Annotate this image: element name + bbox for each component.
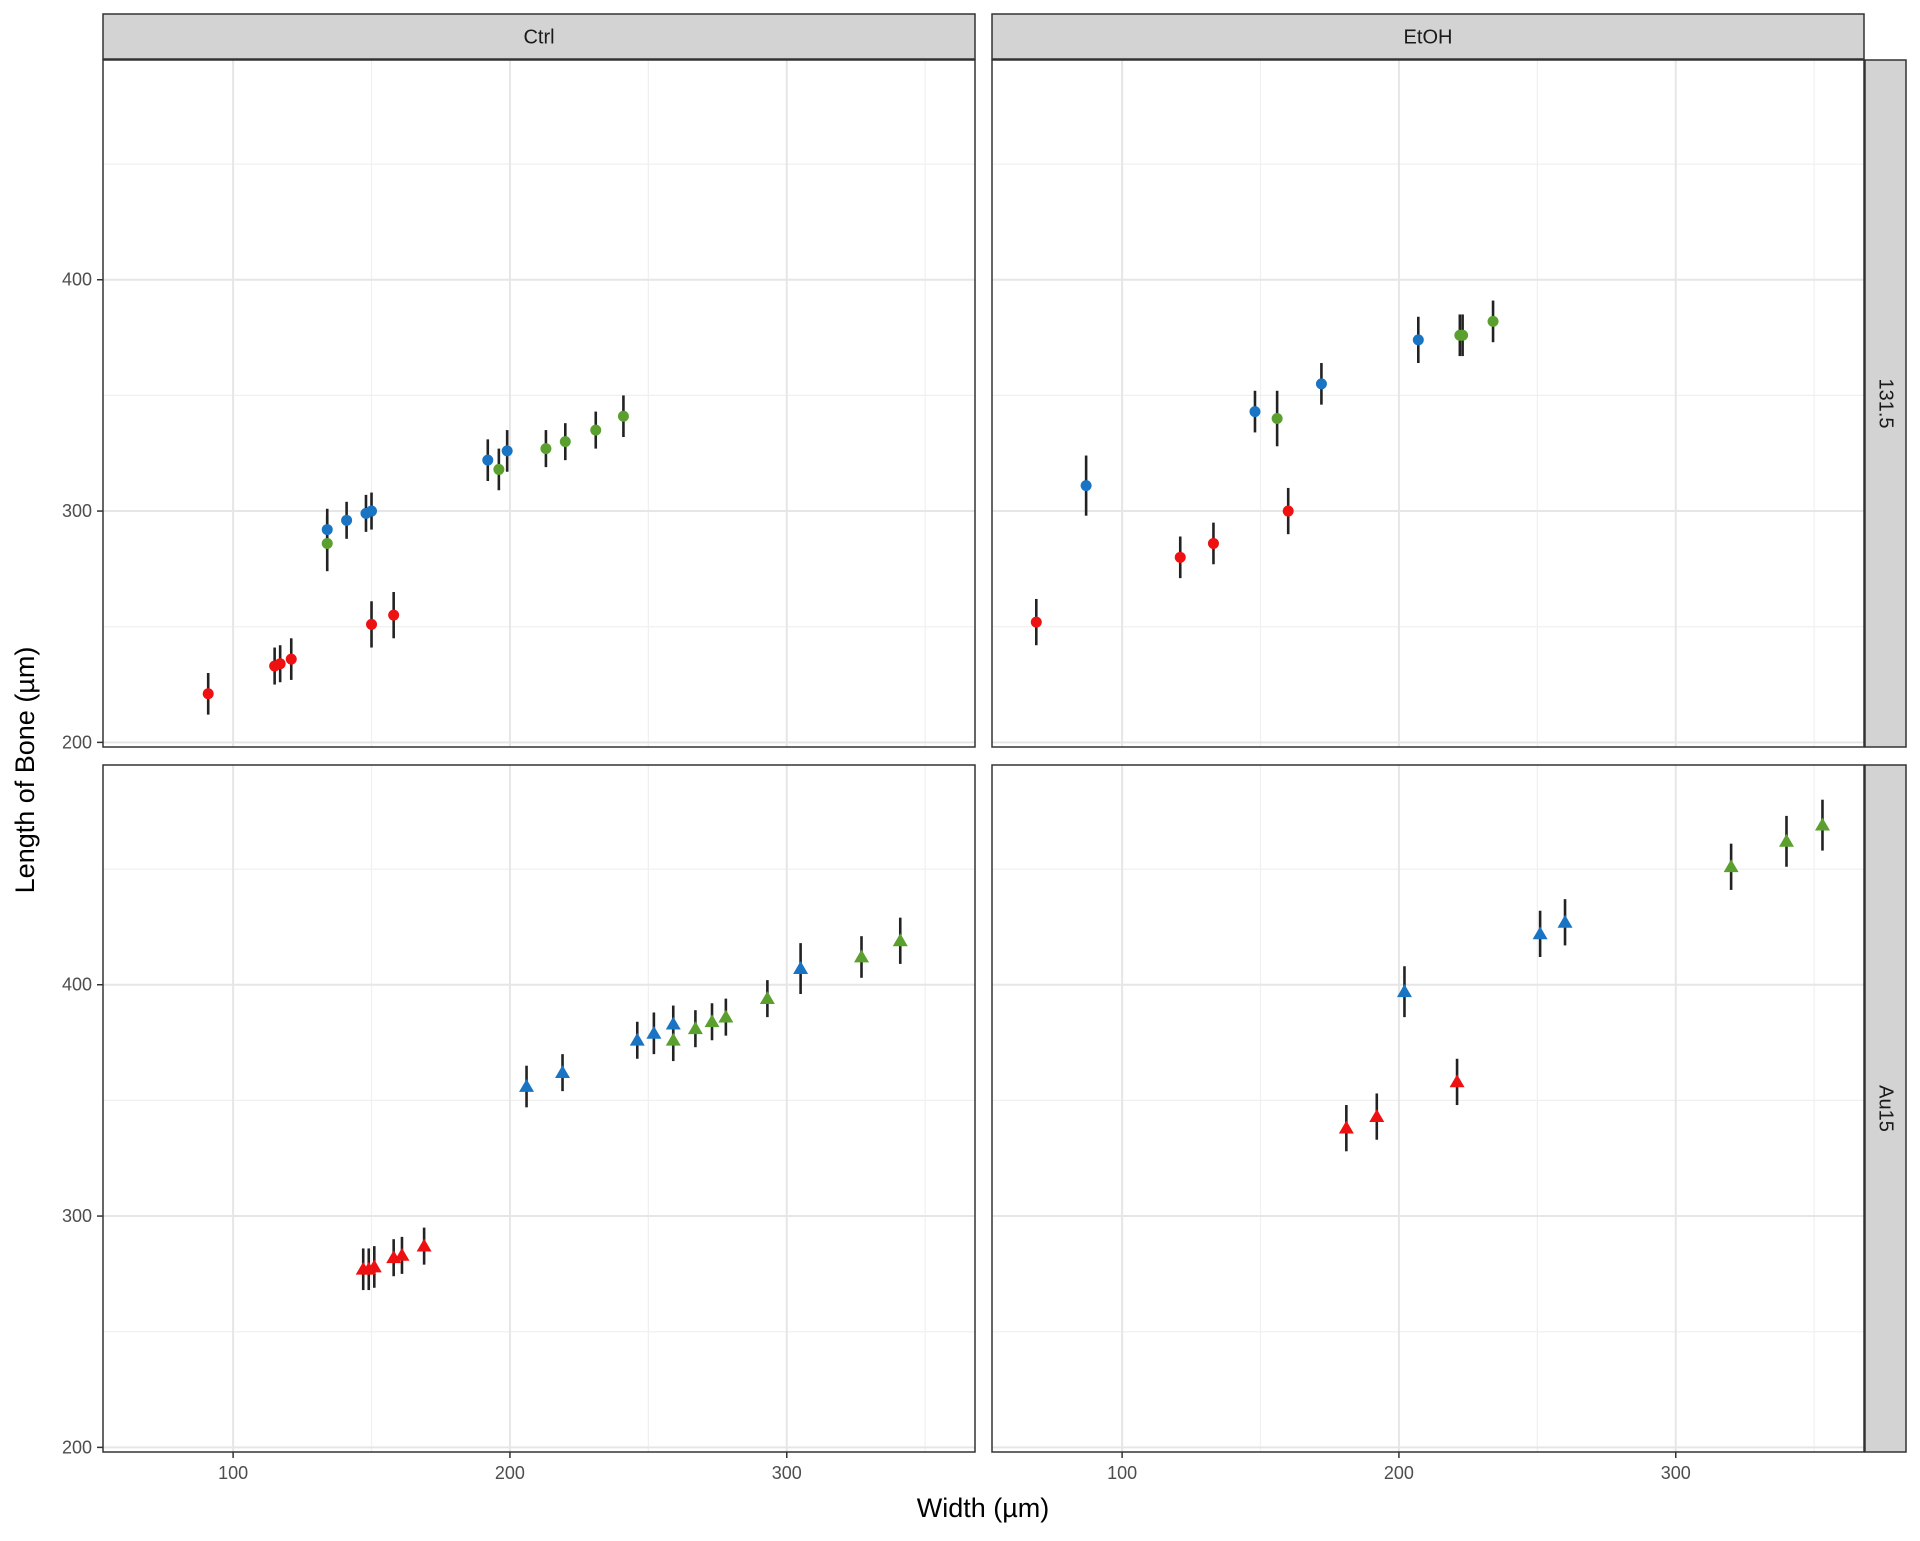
x-tick-label: 300 [772, 1463, 802, 1483]
facet-strip-etoh [991, 13, 1865, 60]
x-tick-label: 300 [1661, 1463, 1691, 1483]
data-point [366, 618, 378, 630]
panel-border [102, 59, 976, 748]
facet-strip-au15 [1864, 764, 1907, 1453]
panel-background [992, 60, 1864, 747]
y-tick-label: 200 [62, 1437, 92, 1457]
facet-strip-label: 131.5 [1875, 378, 1897, 428]
x-tick-label: 100 [1107, 1463, 1137, 1483]
data-point [1030, 616, 1042, 628]
panel-border [102, 764, 976, 1453]
data-point [793, 961, 809, 974]
data-point [1457, 329, 1469, 341]
x-axis-title: Width (µm) [917, 1493, 1050, 1523]
data-point [759, 991, 775, 1005]
panel-layer: Ctrl EtOH 131.5 Au15 200 300 400 200 300 400 100 20… [62, 13, 1907, 1483]
data-point [687, 1021, 703, 1035]
data-point [1271, 413, 1283, 425]
panel-border [991, 764, 1865, 1453]
data-point [202, 688, 214, 700]
data-point [1557, 914, 1573, 928]
x-tick-label: 200 [495, 1463, 525, 1483]
data-point [1532, 926, 1548, 940]
data-point [341, 514, 353, 526]
facet-strip-label: Ctrl [523, 27, 554, 49]
panel-ctrl-131-5 [103, 60, 975, 747]
data-point [321, 524, 333, 536]
data-point [366, 1259, 382, 1273]
data-point [493, 463, 505, 475]
data-point [1080, 480, 1092, 492]
x-tick-label: 200 [1384, 1463, 1414, 1483]
data-point [629, 1032, 645, 1046]
data-point [854, 949, 870, 963]
data-point [1449, 1074, 1465, 1088]
data-point [366, 505, 378, 517]
data-point [274, 658, 286, 670]
data-point [1315, 378, 1327, 390]
x-tick-label: 100 [218, 1463, 248, 1483]
data-point [1412, 334, 1424, 346]
panel-border [991, 59, 1865, 748]
data-point [1282, 505, 1294, 517]
data-point [1207, 537, 1219, 549]
data-point [482, 454, 494, 466]
data-point [1396, 984, 1412, 998]
panel-background [103, 60, 975, 747]
data-point [665, 1032, 681, 1046]
data-point [540, 443, 552, 455]
data-point [665, 1016, 681, 1030]
data-point [559, 436, 571, 448]
y-tick-label: 400 [62, 270, 92, 290]
facet-strip-label: Au15 [1875, 1085, 1897, 1132]
data-point [1249, 406, 1261, 418]
y-tick-label: 300 [62, 1206, 92, 1226]
data-point [646, 1025, 662, 1039]
panel-ctrl-au15 [103, 765, 975, 1452]
facet-strip-label: EtOH [1404, 27, 1453, 49]
data-point [555, 1065, 571, 1079]
data-point [519, 1079, 535, 1092]
series-points-etoh-131-5 [1030, 300, 1499, 646]
series-points-ctrl-131-5 [202, 395, 629, 715]
data-point [285, 653, 297, 665]
facet-strip-ctrl [102, 13, 976, 60]
y-axis-title: Length of Bone (µm) [10, 647, 40, 894]
panel-background [103, 765, 975, 1452]
y-tick-label: 300 [62, 501, 92, 521]
y-tick-label: 200 [62, 732, 92, 752]
data-point [1369, 1109, 1385, 1122]
panel-background [992, 765, 1864, 1452]
facet-strip-131-5 [1864, 59, 1907, 748]
panel-etoh-au15 [992, 765, 1864, 1452]
data-point [1778, 833, 1794, 847]
data-point [1723, 859, 1739, 873]
series-points-ctrl-au15 [355, 917, 908, 1291]
series-points-etoh-au15 [1338, 799, 1830, 1152]
data-point [321, 537, 333, 549]
y-tick-label: 400 [62, 975, 92, 995]
data-point [1338, 1120, 1354, 1134]
data-point [892, 933, 908, 947]
data-point [394, 1247, 410, 1261]
data-point [590, 424, 602, 436]
data-point [388, 609, 400, 621]
panel-etoh-131-5 [992, 60, 1864, 747]
data-point [501, 445, 513, 457]
data-point [1174, 551, 1186, 563]
data-point [718, 1009, 734, 1023]
data-point [704, 1014, 720, 1028]
data-point [1814, 817, 1830, 831]
data-point [1487, 315, 1499, 327]
data-point [416, 1238, 432, 1252]
data-point [617, 410, 629, 422]
